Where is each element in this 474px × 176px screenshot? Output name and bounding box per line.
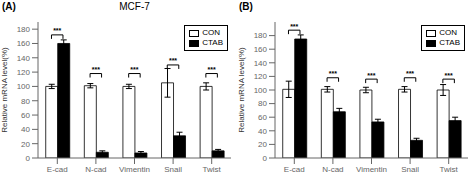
svg-text:Relative mRNA level(%): Relative mRNA level(%) bbox=[237, 47, 246, 133]
html-text:CTAB: CTAB bbox=[439, 38, 460, 47]
svg-text:E-cad: E-cad bbox=[284, 165, 305, 174]
svg-text:100: 100 bbox=[254, 86, 268, 95]
svg-text:40: 40 bbox=[258, 127, 267, 136]
svg-text:180: 180 bbox=[254, 31, 268, 40]
svg-text:Vimentin: Vimentin bbox=[119, 165, 150, 174]
html-text:(B): (B) bbox=[239, 1, 253, 12]
svg-text:160: 160 bbox=[254, 45, 268, 54]
svg-text:***: *** bbox=[290, 23, 298, 30]
svg-text:160: 160 bbox=[17, 39, 31, 48]
svg-text:20: 20 bbox=[258, 140, 267, 149]
svg-text:20: 20 bbox=[21, 140, 30, 149]
svg-text:60: 60 bbox=[21, 111, 30, 120]
svg-text:140: 140 bbox=[254, 59, 268, 68]
svg-text:N-cad: N-cad bbox=[85, 165, 106, 174]
svg-text:Relative mRNA level(%): Relative mRNA level(%) bbox=[8, 47, 9, 133]
svg-text:***: *** bbox=[367, 72, 375, 79]
svg-text:***: *** bbox=[130, 66, 138, 73]
svg-text:0: 0 bbox=[263, 154, 268, 163]
svg-text:120: 120 bbox=[17, 68, 31, 77]
svg-text:0: 0 bbox=[26, 154, 31, 163]
html-text:CON: CON bbox=[439, 28, 457, 37]
svg-text:Snail: Snail bbox=[401, 165, 419, 174]
svg-text:100: 100 bbox=[17, 82, 31, 91]
svg-text:140: 140 bbox=[17, 54, 31, 63]
html-text:(A): (A) bbox=[2, 1, 16, 12]
html-text:CON: CON bbox=[202, 28, 220, 37]
svg-text:80: 80 bbox=[21, 97, 30, 106]
svg-text:***: *** bbox=[208, 66, 216, 73]
svg-text:180: 180 bbox=[17, 25, 31, 34]
svg-text:***: *** bbox=[92, 66, 100, 73]
svg-text:E-cad: E-cad bbox=[47, 165, 68, 174]
svg-text:***: *** bbox=[53, 27, 61, 34]
svg-text:***: *** bbox=[445, 72, 453, 79]
svg-text:80: 80 bbox=[258, 99, 267, 108]
svg-text:Twist: Twist bbox=[440, 165, 459, 174]
svg-text:***: *** bbox=[406, 70, 414, 77]
svg-text:N-cad: N-cad bbox=[322, 165, 343, 174]
svg-text:60: 60 bbox=[258, 113, 267, 122]
svg-text:***: *** bbox=[169, 57, 177, 64]
html-text:MCF-7: MCF-7 bbox=[119, 1, 150, 12]
svg-text:Twist: Twist bbox=[203, 165, 222, 174]
svg-text:40: 40 bbox=[21, 125, 30, 134]
svg-text:***: *** bbox=[329, 70, 337, 77]
svg-text:Vimentin: Vimentin bbox=[356, 165, 387, 174]
html-text:CTAB: CTAB bbox=[202, 38, 223, 47]
svg-text:Snail: Snail bbox=[164, 165, 182, 174]
svg-text:120: 120 bbox=[254, 72, 268, 81]
